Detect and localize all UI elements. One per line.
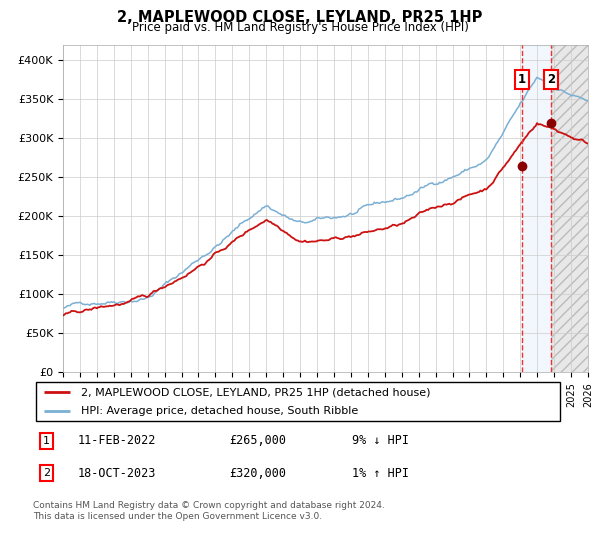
Text: 2, MAPLEWOOD CLOSE, LEYLAND, PR25 1HP: 2, MAPLEWOOD CLOSE, LEYLAND, PR25 1HP [118,10,482,25]
Bar [551,45,588,372]
Text: £265,000: £265,000 [229,435,286,447]
Text: £320,000: £320,000 [229,466,286,480]
Text: 2, MAPLEWOOD CLOSE, LEYLAND, PR25 1HP (detached house): 2, MAPLEWOOD CLOSE, LEYLAND, PR25 1HP (d… [81,387,430,397]
Text: 2: 2 [43,468,50,478]
Text: 18-OCT-2023: 18-OCT-2023 [78,466,157,480]
Text: Price paid vs. HM Land Registry's House Price Index (HPI): Price paid vs. HM Land Registry's House … [131,21,469,34]
FancyBboxPatch shape [35,382,560,421]
Text: 11-FEB-2022: 11-FEB-2022 [78,435,157,447]
Text: 9% ↓ HPI: 9% ↓ HPI [352,435,409,447]
Text: 1: 1 [43,436,50,446]
Text: 1: 1 [518,73,526,86]
Bar [522,45,551,372]
Text: 2: 2 [547,73,555,86]
Text: Contains HM Land Registry data © Crown copyright and database right 2024.
This d: Contains HM Land Registry data © Crown c… [33,501,385,521]
Text: HPI: Average price, detached house, South Ribble: HPI: Average price, detached house, Sout… [81,407,358,417]
Text: 1% ↑ HPI: 1% ↑ HPI [352,466,409,480]
